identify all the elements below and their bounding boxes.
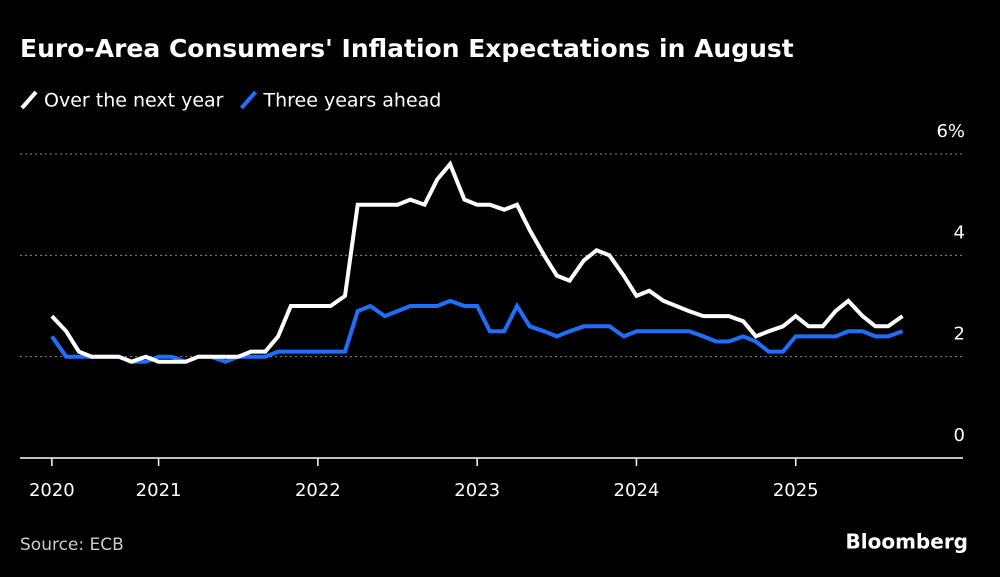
legend-swatch [239, 90, 257, 110]
legend-label: Over the next year [44, 90, 224, 112]
x-tick-label: 2025 [773, 480, 819, 501]
brand: Bloomberg [846, 530, 968, 554]
legend-swatch [20, 90, 38, 110]
x-tick-label: 2020 [29, 480, 75, 501]
chart-title: Euro-Area Consumers' Inflation Expectati… [20, 34, 794, 63]
x-tick-label: 2022 [295, 480, 341, 501]
legend-label: Three years ahead [262, 90, 441, 112]
x-tick-label: 2021 [136, 480, 182, 501]
x-tick-label: 2023 [454, 480, 500, 501]
series-line [50, 160, 904, 364]
y-tick-label: 2 [954, 324, 965, 345]
y-tick-label: 6% [936, 121, 965, 142]
y-tick-label: 4 [954, 222, 965, 243]
x-tick-label: 2024 [614, 480, 660, 501]
source: Source: ECB [20, 535, 124, 555]
y-tick-label: 0 [954, 425, 965, 446]
